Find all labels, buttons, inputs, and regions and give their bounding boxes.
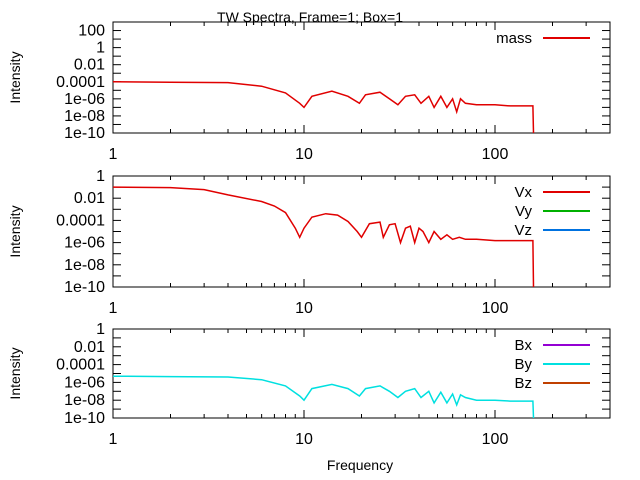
y-tick-label: 1e-08 [64,392,105,409]
legend-label-Vy: Vy [515,203,532,220]
x-tick-label: 100 [482,300,509,317]
y-tick-label: 1e-06 [64,235,105,252]
y-tick-label: 1e-10 [64,279,105,296]
panel-2: Intensity 1 10 100 1 0.01 0.0001 1e-06 1e-08 1e-1… [7,168,611,317]
y-tick-label: 0.01 [74,190,105,207]
legend-label-mass: mass [496,30,532,47]
y-tick-label: 1e-06 [64,91,105,108]
legend-label-Bx: Bx [514,337,532,354]
x-tick-label: 10 [295,146,313,163]
x-tick-label: 1 [109,431,118,448]
x-tick-label: 100 [482,146,509,163]
series-line-mass [112,81,535,134]
x-tick-label: 10 [295,431,313,448]
x-tick-label: 100 [482,431,509,448]
y-tick-label: 1 [96,40,105,57]
y-tick-label: 1e-10 [64,410,105,427]
y-axis-label: Intensity [7,347,23,399]
y-tick-label: 1e-10 [64,125,105,142]
y-tick-label: 1e-06 [64,374,105,391]
y-tick-label: 1e-08 [64,108,105,125]
legend-label-Bz: Bz [514,375,532,392]
y-tick-label: 1 [96,168,105,185]
y-tick-label: 0.01 [74,339,105,356]
series-line-By [112,375,535,419]
y-tick-label: 0.0001 [56,74,105,91]
y-tick-label: 0.01 [74,57,105,74]
y-tick-label: 100 [78,23,105,40]
x-axis-label: Frequency [327,457,393,473]
series-line-Vx [112,186,535,288]
legend-label-Vz: Vz [514,222,532,239]
y-tick-label: 1e-08 [64,257,105,274]
y-tick-label: 1 [96,321,105,338]
plot-frame [112,328,611,419]
chart-title: TW Spectra, Frame=1; Box=1 [217,9,403,25]
legend-label-By: By [514,356,532,373]
y-axis-label: Intensity [7,205,23,257]
legend-label-Vx: Vx [514,184,532,201]
y-tick-label: 0.0001 [56,357,105,374]
y-tick-label: 0.0001 [56,212,105,229]
x-tick-label: 10 [295,300,313,317]
plot-frame [112,21,611,134]
x-tick-label: 1 [109,146,118,163]
x-tick-label: 1 [109,300,118,317]
y-axis-label: Intensity [7,51,23,103]
plot-frame [112,175,611,288]
